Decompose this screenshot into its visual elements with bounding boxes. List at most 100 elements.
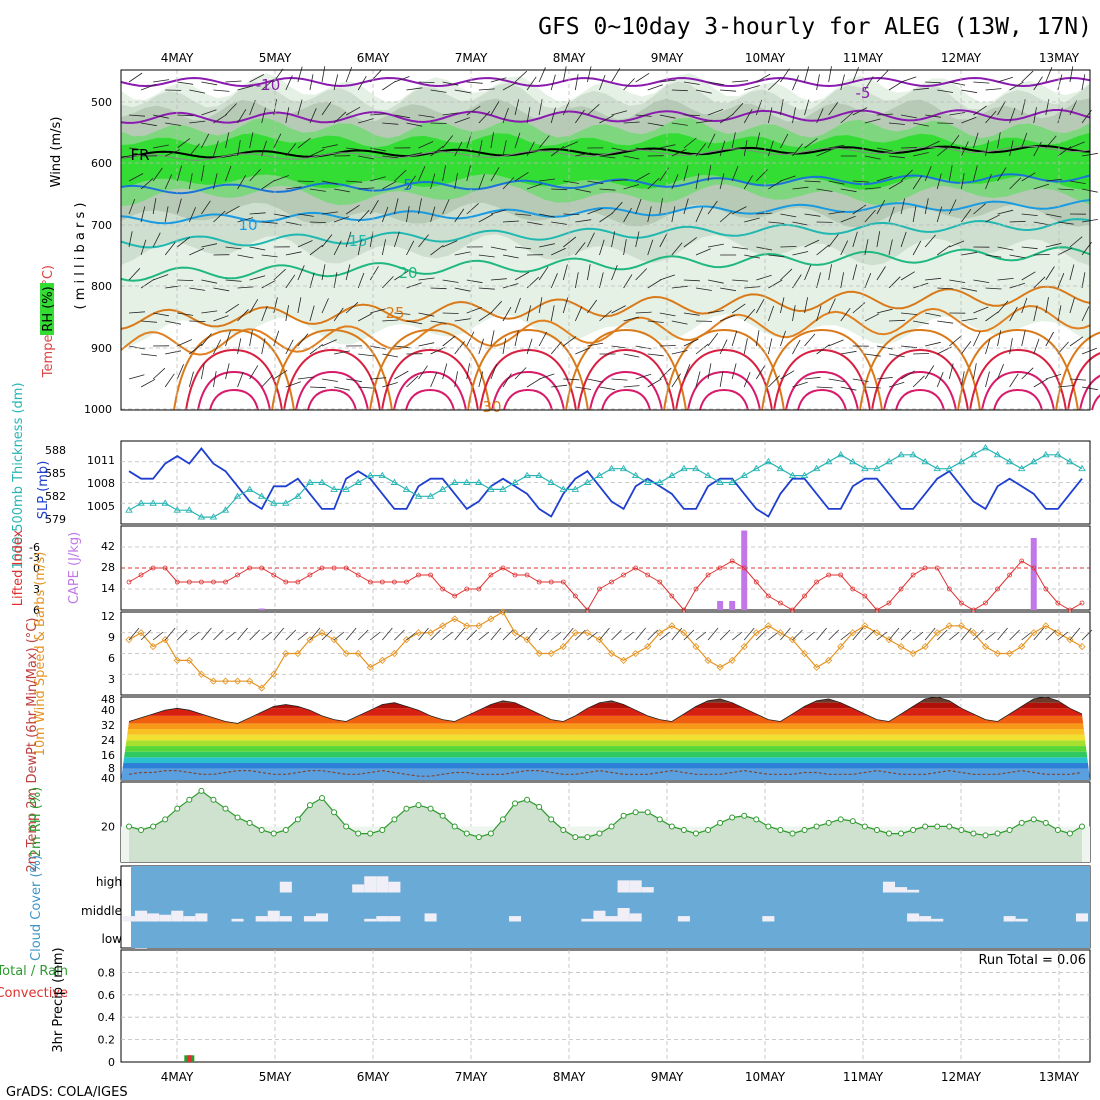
wind-barb-10m: [1045, 629, 1057, 641]
isotherm-line: [120, 145, 1091, 161]
wind-barb-10m: [719, 629, 731, 641]
lifted-point: [536, 579, 542, 585]
wind-barb-10m: [768, 631, 779, 641]
wind-barb: [309, 343, 323, 355]
thickness-point: [173, 506, 182, 513]
wind-barb: [418, 114, 435, 118]
wind-barb: [671, 122, 688, 126]
wind-barb: [297, 213, 314, 217]
wind-barb: [538, 331, 547, 347]
credit: GrADS: COLA/IGES: [6, 1085, 128, 1100]
wind-barb: [864, 155, 881, 160]
wind-barb-10m: [225, 631, 236, 641]
wind-speed-point: [1042, 622, 1050, 630]
wind-barb: [756, 169, 768, 182]
wind-barb: [1033, 183, 1050, 190]
rh-point: [644, 809, 651, 816]
isotherm-line: [120, 76, 1091, 88]
wind-barb: [321, 339, 337, 347]
wind-barb: [623, 121, 640, 124]
wind-barb: [188, 207, 196, 223]
cloud-gap-bar: [135, 948, 148, 950]
wind-barb: [912, 375, 925, 388]
wind-barb: [357, 210, 370, 223]
wind-barb: [731, 206, 747, 215]
surface-isotherm-dome: [283, 348, 381, 411]
wind-barb: [502, 220, 519, 223]
thickness-point: [824, 457, 833, 465]
wind-barb: [707, 310, 724, 314]
bottom-day-label: 4MAY: [161, 1070, 194, 1084]
rh-point: [174, 805, 181, 812]
wind-barb: [213, 114, 228, 124]
lifted-point: [138, 572, 144, 578]
lifted-point: [379, 579, 385, 585]
temp-tick: 16: [101, 749, 115, 762]
wind-barb: [900, 370, 916, 380]
wind-barb-10m: [876, 631, 888, 641]
wind-barb: [165, 149, 181, 157]
wind-barb: [611, 378, 628, 381]
wind-barb: [430, 244, 444, 256]
wind-barb: [792, 186, 809, 190]
lifted-point: [874, 607, 880, 613]
wind-barb: [539, 243, 555, 248]
wind-barb: [828, 180, 845, 185]
wind-barb: [647, 378, 662, 388]
wind-barb-10m: [466, 629, 478, 641]
wind-barb: [695, 173, 700, 190]
wind-barb: [237, 109, 247, 124]
wind-barb: [165, 122, 182, 126]
wind-barb: [900, 114, 917, 119]
wind-barb: [273, 369, 288, 380]
lifted-point: [862, 593, 868, 599]
wind-speed-point: [704, 656, 712, 664]
rh-point: [1030, 816, 1037, 823]
wind-barb: [478, 338, 484, 355]
wind-barb: [478, 254, 495, 258]
cloud-gap-bar: [641, 887, 654, 893]
wind-barb: [828, 101, 839, 116]
pressure-tick-label: 600: [91, 157, 112, 170]
wind-barb: [912, 240, 922, 256]
wind-speed-point: [475, 622, 483, 630]
rh-point: [741, 812, 748, 819]
wind-barb: [430, 206, 436, 223]
wind-speed-point: [1066, 636, 1074, 644]
thickness-point: [426, 492, 435, 499]
wind-barb: [816, 244, 830, 256]
wind-barb: [273, 330, 280, 347]
lifted-point: [922, 565, 928, 571]
wind-barb: [913, 152, 929, 157]
wind-speed-point: [523, 636, 531, 644]
lifted-point: [452, 593, 458, 599]
wind-tick: 3: [108, 673, 115, 686]
wind-barb: [201, 279, 218, 284]
wind-barb: [176, 165, 182, 182]
thickness-point: [402, 485, 411, 492]
wind-barb: [406, 152, 423, 157]
wind-speed-point: [342, 649, 350, 658]
cloud-gap-bar: [919, 916, 932, 922]
wind-barb-10m: [683, 629, 695, 641]
wind-barb: [876, 70, 889, 83]
wind-barb: [611, 147, 628, 152]
wind-barb: [804, 239, 820, 248]
wind-barb: [1069, 336, 1084, 347]
wind-barb: [176, 198, 182, 215]
wind-barb: [430, 372, 438, 388]
wind-barb: [599, 188, 616, 191]
thickness-ylabel: 1000-500mb Thickness (dm): [11, 382, 26, 569]
surface-isotherm-dome: [871, 348, 969, 411]
wind-barb: [406, 240, 415, 256]
wind-barb: [333, 386, 350, 391]
lifted-point: [416, 572, 421, 578]
wind-barb: [683, 237, 697, 248]
wind-barb: [358, 155, 374, 160]
wind-barb: [575, 242, 586, 256]
wind-barb: [985, 110, 997, 124]
wind-barb: [309, 244, 323, 256]
wind-barb: [671, 242, 683, 256]
lifted-point: [560, 579, 566, 585]
wind-barb: [1057, 341, 1069, 355]
